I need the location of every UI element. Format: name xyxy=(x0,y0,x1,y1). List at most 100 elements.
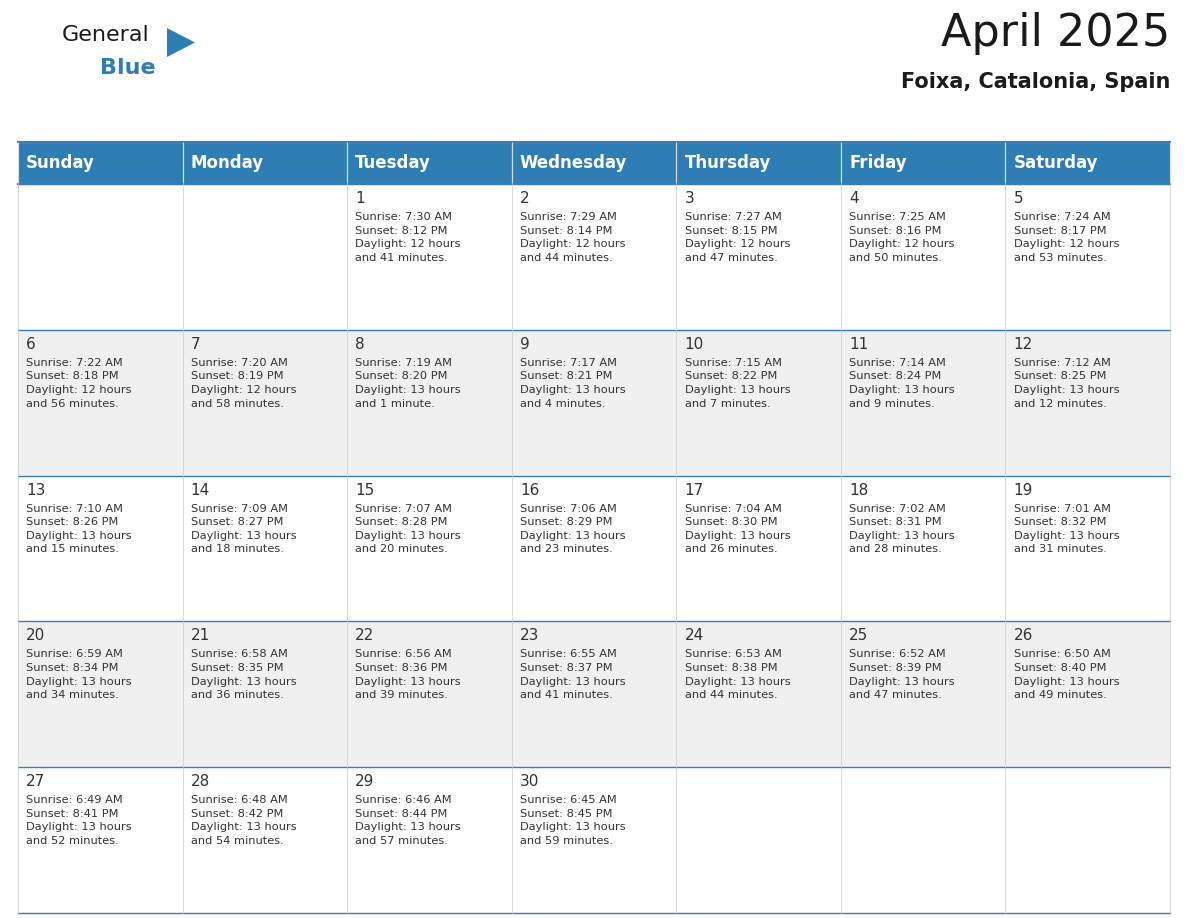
Text: 29: 29 xyxy=(355,774,374,789)
Bar xyxy=(841,330,1005,476)
Text: Sunrise: 7:15 AM
Sunset: 8:22 PM
Daylight: 13 hours
and 7 minutes.: Sunrise: 7:15 AM Sunset: 8:22 PM Dayligh… xyxy=(684,358,790,409)
Text: 8: 8 xyxy=(355,337,365,352)
Bar xyxy=(347,142,512,184)
Bar xyxy=(183,621,347,767)
Bar xyxy=(18,767,183,913)
Text: Sunrise: 7:17 AM
Sunset: 8:21 PM
Daylight: 13 hours
and 4 minutes.: Sunrise: 7:17 AM Sunset: 8:21 PM Dayligh… xyxy=(520,358,626,409)
Text: Sunrise: 7:19 AM
Sunset: 8:20 PM
Daylight: 13 hours
and 1 minute.: Sunrise: 7:19 AM Sunset: 8:20 PM Dayligh… xyxy=(355,358,461,409)
Bar xyxy=(347,767,512,913)
Text: Sunrise: 6:46 AM
Sunset: 8:44 PM
Daylight: 13 hours
and 57 minutes.: Sunrise: 6:46 AM Sunset: 8:44 PM Dayligh… xyxy=(355,795,461,846)
Text: Sunrise: 7:12 AM
Sunset: 8:25 PM
Daylight: 13 hours
and 12 minutes.: Sunrise: 7:12 AM Sunset: 8:25 PM Dayligh… xyxy=(1013,358,1119,409)
Bar xyxy=(512,621,676,767)
Bar xyxy=(841,767,1005,913)
Text: 21: 21 xyxy=(191,629,210,644)
Bar xyxy=(512,476,676,621)
Text: Sunrise: 7:14 AM
Sunset: 8:24 PM
Daylight: 13 hours
and 9 minutes.: Sunrise: 7:14 AM Sunset: 8:24 PM Dayligh… xyxy=(849,358,955,409)
Text: 6: 6 xyxy=(26,337,36,352)
Bar xyxy=(841,621,1005,767)
Text: 10: 10 xyxy=(684,337,703,352)
Text: 26: 26 xyxy=(1013,629,1034,644)
Bar xyxy=(347,621,512,767)
Text: Foixa, Catalonia, Spain: Foixa, Catalonia, Spain xyxy=(901,72,1170,92)
Text: Sunrise: 7:04 AM
Sunset: 8:30 PM
Daylight: 13 hours
and 26 minutes.: Sunrise: 7:04 AM Sunset: 8:30 PM Dayligh… xyxy=(684,504,790,554)
Text: 15: 15 xyxy=(355,483,374,498)
Bar xyxy=(512,767,676,913)
Text: Sunrise: 6:45 AM
Sunset: 8:45 PM
Daylight: 13 hours
and 59 minutes.: Sunrise: 6:45 AM Sunset: 8:45 PM Dayligh… xyxy=(520,795,626,846)
Bar xyxy=(347,330,512,476)
Text: 4: 4 xyxy=(849,191,859,206)
Text: Sunrise: 7:24 AM
Sunset: 8:17 PM
Daylight: 12 hours
and 53 minutes.: Sunrise: 7:24 AM Sunset: 8:17 PM Dayligh… xyxy=(1013,212,1119,263)
Text: Friday: Friday xyxy=(849,154,906,172)
Bar xyxy=(1005,476,1170,621)
Text: Sunrise: 7:22 AM
Sunset: 8:18 PM
Daylight: 12 hours
and 56 minutes.: Sunrise: 7:22 AM Sunset: 8:18 PM Dayligh… xyxy=(26,358,132,409)
Bar xyxy=(1005,142,1170,184)
Text: Sunrise: 7:01 AM
Sunset: 8:32 PM
Daylight: 13 hours
and 31 minutes.: Sunrise: 7:01 AM Sunset: 8:32 PM Dayligh… xyxy=(1013,504,1119,554)
Bar xyxy=(676,330,841,476)
Text: Sunrise: 7:30 AM
Sunset: 8:12 PM
Daylight: 12 hours
and 41 minutes.: Sunrise: 7:30 AM Sunset: 8:12 PM Dayligh… xyxy=(355,212,461,263)
Bar xyxy=(1005,330,1170,476)
Bar xyxy=(347,476,512,621)
Text: Sunrise: 6:55 AM
Sunset: 8:37 PM
Daylight: 13 hours
and 41 minutes.: Sunrise: 6:55 AM Sunset: 8:37 PM Dayligh… xyxy=(520,649,626,700)
Text: 1: 1 xyxy=(355,191,365,206)
Text: Sunrise: 6:59 AM
Sunset: 8:34 PM
Daylight: 13 hours
and 34 minutes.: Sunrise: 6:59 AM Sunset: 8:34 PM Dayligh… xyxy=(26,649,132,700)
Bar xyxy=(676,142,841,184)
Text: Sunrise: 7:10 AM
Sunset: 8:26 PM
Daylight: 13 hours
and 15 minutes.: Sunrise: 7:10 AM Sunset: 8:26 PM Dayligh… xyxy=(26,504,132,554)
Text: Monday: Monday xyxy=(191,154,264,172)
Bar xyxy=(18,621,183,767)
Bar xyxy=(841,476,1005,621)
Text: 7: 7 xyxy=(191,337,201,352)
Text: 11: 11 xyxy=(849,337,868,352)
Bar xyxy=(183,476,347,621)
Bar xyxy=(1005,184,1170,330)
Bar xyxy=(841,142,1005,184)
Bar xyxy=(841,184,1005,330)
Bar xyxy=(512,142,676,184)
Text: 3: 3 xyxy=(684,191,694,206)
Text: 24: 24 xyxy=(684,629,703,644)
Bar xyxy=(1005,767,1170,913)
Bar xyxy=(676,767,841,913)
Text: 30: 30 xyxy=(520,774,539,789)
Bar xyxy=(18,184,183,330)
Text: 27: 27 xyxy=(26,774,45,789)
Bar xyxy=(347,184,512,330)
Text: 2: 2 xyxy=(520,191,530,206)
Text: 23: 23 xyxy=(520,629,539,644)
Text: Sunrise: 6:53 AM
Sunset: 8:38 PM
Daylight: 13 hours
and 44 minutes.: Sunrise: 6:53 AM Sunset: 8:38 PM Dayligh… xyxy=(684,649,790,700)
Text: 19: 19 xyxy=(1013,483,1034,498)
Bar xyxy=(18,142,183,184)
Text: 22: 22 xyxy=(355,629,374,644)
Text: Blue: Blue xyxy=(100,58,156,78)
Text: Sunrise: 7:02 AM
Sunset: 8:31 PM
Daylight: 13 hours
and 28 minutes.: Sunrise: 7:02 AM Sunset: 8:31 PM Dayligh… xyxy=(849,504,955,554)
Text: Sunrise: 7:25 AM
Sunset: 8:16 PM
Daylight: 12 hours
and 50 minutes.: Sunrise: 7:25 AM Sunset: 8:16 PM Dayligh… xyxy=(849,212,955,263)
Text: Sunrise: 6:56 AM
Sunset: 8:36 PM
Daylight: 13 hours
and 39 minutes.: Sunrise: 6:56 AM Sunset: 8:36 PM Dayligh… xyxy=(355,649,461,700)
Text: Tuesday: Tuesday xyxy=(355,154,431,172)
Text: Sunrise: 6:49 AM
Sunset: 8:41 PM
Daylight: 13 hours
and 52 minutes.: Sunrise: 6:49 AM Sunset: 8:41 PM Dayligh… xyxy=(26,795,132,846)
Text: 12: 12 xyxy=(1013,337,1032,352)
Bar xyxy=(18,330,183,476)
Text: 5: 5 xyxy=(1013,191,1023,206)
Bar xyxy=(183,767,347,913)
Text: General: General xyxy=(62,25,150,45)
Polygon shape xyxy=(168,28,195,57)
Text: Sunrise: 6:50 AM
Sunset: 8:40 PM
Daylight: 13 hours
and 49 minutes.: Sunrise: 6:50 AM Sunset: 8:40 PM Dayligh… xyxy=(1013,649,1119,700)
Text: Sunrise: 6:52 AM
Sunset: 8:39 PM
Daylight: 13 hours
and 47 minutes.: Sunrise: 6:52 AM Sunset: 8:39 PM Dayligh… xyxy=(849,649,955,700)
Bar xyxy=(676,184,841,330)
Text: 28: 28 xyxy=(191,774,210,789)
Bar xyxy=(676,476,841,621)
Text: April 2025: April 2025 xyxy=(941,12,1170,55)
Text: Sunrise: 7:20 AM
Sunset: 8:19 PM
Daylight: 12 hours
and 58 minutes.: Sunrise: 7:20 AM Sunset: 8:19 PM Dayligh… xyxy=(191,358,296,409)
Text: 25: 25 xyxy=(849,629,868,644)
Bar xyxy=(1005,621,1170,767)
Bar xyxy=(183,142,347,184)
Text: 16: 16 xyxy=(520,483,539,498)
Bar xyxy=(183,184,347,330)
Text: Saturday: Saturday xyxy=(1013,154,1098,172)
Bar xyxy=(676,621,841,767)
Text: Sunrise: 7:09 AM
Sunset: 8:27 PM
Daylight: 13 hours
and 18 minutes.: Sunrise: 7:09 AM Sunset: 8:27 PM Dayligh… xyxy=(191,504,297,554)
Text: 9: 9 xyxy=(520,337,530,352)
Text: Wednesday: Wednesday xyxy=(520,154,627,172)
Text: Sunrise: 7:07 AM
Sunset: 8:28 PM
Daylight: 13 hours
and 20 minutes.: Sunrise: 7:07 AM Sunset: 8:28 PM Dayligh… xyxy=(355,504,461,554)
Text: 17: 17 xyxy=(684,483,703,498)
Text: Thursday: Thursday xyxy=(684,154,771,172)
